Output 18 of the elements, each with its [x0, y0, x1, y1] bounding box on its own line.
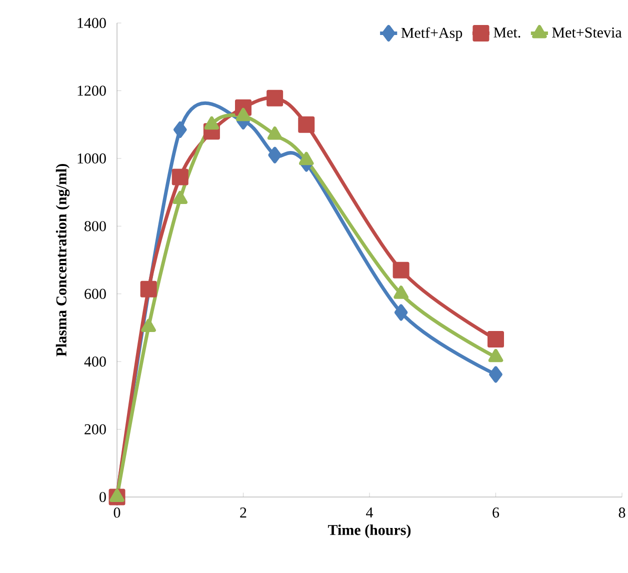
legend-label: Met+Stevia	[552, 28, 622, 38]
x-tick-label: 4	[366, 508, 374, 518]
y-tick-label: 200	[84, 424, 106, 434]
x-tick-label: 6	[492, 508, 500, 518]
legend-label: Met.	[494, 28, 520, 38]
y-tick-label: 800	[84, 221, 106, 232]
y-tick-label: 400	[84, 356, 106, 367]
y-axis-title: Plasma Concentration (ng/ml)	[56, 164, 70, 356]
y-tick-label: 1200	[78, 86, 106, 96]
x-axis-title: Time (hours)	[328, 524, 411, 538]
legend-label: Metf+Asp	[401, 27, 462, 41]
y-tick-label: 1000	[78, 153, 106, 164]
x-tick-label: 2	[240, 508, 246, 518]
y-tick-label: 1400	[78, 18, 106, 28]
y-tick-label: 600	[84, 288, 106, 299]
y-tick-label: 0	[100, 492, 106, 502]
x-tick-label: 8	[618, 508, 626, 518]
x-tick-label: 0	[114, 508, 120, 518]
